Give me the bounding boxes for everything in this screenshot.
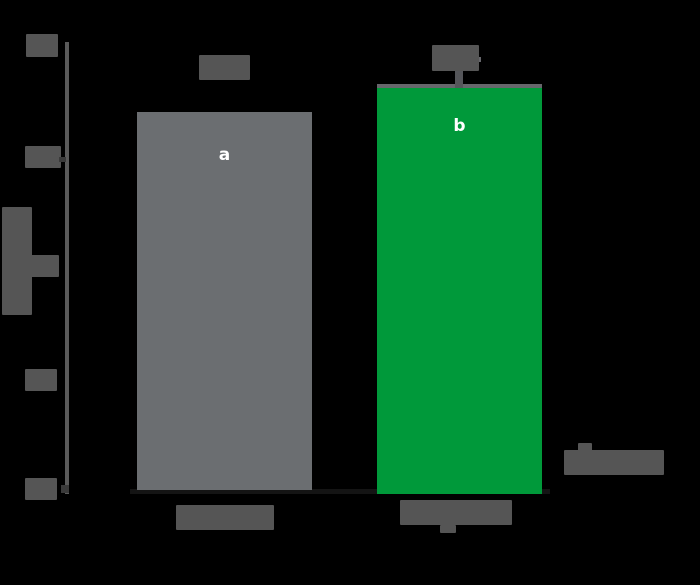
ytick-label-redacted-100 xyxy=(26,34,58,57)
bar-category-1 xyxy=(137,112,312,490)
bar-top-label-redacted-1 xyxy=(199,55,250,80)
xtick-label-redacted-2b xyxy=(440,525,456,533)
xtick-label-redacted-2 xyxy=(400,500,512,525)
bar-letter-a: a xyxy=(218,145,231,165)
side-annotation-redacted xyxy=(564,450,664,475)
ytick-label-redacted-0 xyxy=(25,478,57,500)
xtick-label-redacted-1 xyxy=(176,505,274,530)
ytick-label-redacted-50 xyxy=(23,255,59,277)
y-axis-tick-75 xyxy=(59,157,66,162)
bar-letter-b: b xyxy=(453,116,466,136)
y-axis-tick-0 xyxy=(61,485,69,493)
y-axis-spine xyxy=(65,42,69,494)
x-axis-baseline xyxy=(130,489,550,494)
ytick-label-redacted-75 xyxy=(25,146,61,168)
bar-top-label-redacted-2 xyxy=(432,45,479,71)
error-bar-stem xyxy=(455,60,463,88)
side-annotation-redacted-tail xyxy=(578,443,592,452)
bar-category-2 xyxy=(377,84,542,494)
ytick-label-redacted-25 xyxy=(25,369,57,391)
